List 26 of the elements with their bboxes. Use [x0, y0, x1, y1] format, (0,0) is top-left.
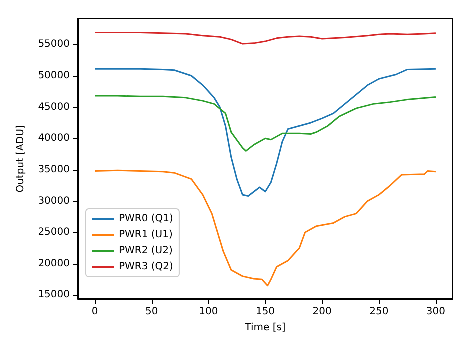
y-tick-label: 25000: [38, 227, 70, 238]
y-tick-label: 50000: [38, 70, 70, 82]
legend-label: PWR1 (U1): [119, 230, 173, 240]
legend-label: PWR0 (Q1): [119, 214, 174, 224]
line-series: [94, 170, 437, 287]
x-tick-label: 250: [370, 306, 389, 318]
x-tick-label: 100: [199, 306, 218, 318]
y-tick-label: 40000: [38, 133, 70, 144]
y-tick-label: 45000: [38, 102, 70, 113]
x-tick-label: 150: [256, 306, 276, 318]
y-axis-title: Output [ADU]: [16, 125, 26, 193]
legend-label: PWR3 (Q2): [119, 262, 174, 272]
line-series: [94, 68, 437, 198]
y-tick-label: 20000: [38, 258, 70, 270]
line-series: [94, 32, 437, 45]
y-tick-label: 55000: [38, 39, 70, 50]
x-tick-label: 300: [426, 306, 446, 318]
x-tick-label: 50: [145, 306, 158, 318]
legend-label: PWR2 (U2): [119, 246, 173, 256]
x-tick-label: 0: [92, 306, 98, 318]
x-tick-label: 200: [312, 306, 332, 318]
line-series: [94, 95, 437, 152]
y-tick-label: 35000: [38, 164, 70, 176]
y-tick-label: 15000: [38, 290, 70, 301]
x-axis-title: Time [s]: [244, 322, 286, 334]
y-tick-label: 30000: [38, 196, 70, 207]
